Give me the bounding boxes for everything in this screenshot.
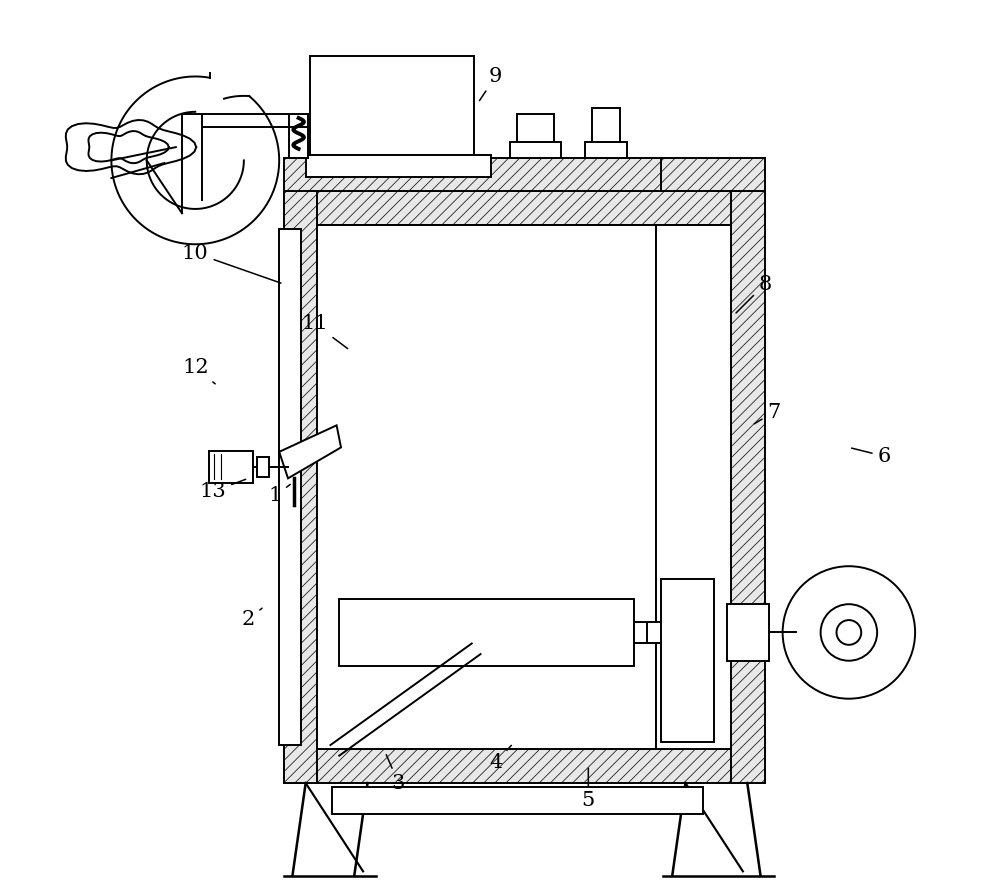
- Text: 5: 5: [582, 768, 595, 810]
- Bar: [284, 158, 665, 191]
- Bar: [661, 579, 714, 742]
- Bar: [634, 622, 650, 643]
- Text: 3: 3: [386, 755, 405, 793]
- Bar: [647, 622, 667, 643]
- Bar: [656, 225, 731, 750]
- Text: 1: 1: [268, 485, 290, 506]
- Bar: [279, 229, 301, 745]
- Circle shape: [837, 620, 861, 645]
- Text: 7: 7: [754, 402, 780, 424]
- Bar: [661, 158, 765, 191]
- Bar: [332, 788, 703, 814]
- Text: 4: 4: [489, 745, 511, 773]
- Bar: [585, 142, 627, 158]
- Text: 10: 10: [182, 244, 281, 284]
- Bar: [317, 225, 731, 750]
- Text: 2: 2: [242, 608, 262, 629]
- Polygon shape: [279, 425, 341, 478]
- Text: 11: 11: [301, 315, 348, 348]
- Bar: [510, 142, 561, 158]
- Text: 6: 6: [852, 447, 891, 466]
- Bar: [289, 113, 308, 158]
- Text: 13: 13: [200, 479, 246, 501]
- Bar: [310, 56, 474, 158]
- Bar: [257, 457, 269, 477]
- Bar: [592, 108, 620, 142]
- Bar: [731, 191, 765, 783]
- Bar: [284, 191, 317, 783]
- Bar: [727, 604, 769, 661]
- Bar: [517, 113, 554, 142]
- Text: 8: 8: [736, 275, 772, 313]
- Text: 9: 9: [479, 67, 502, 101]
- Bar: [209, 451, 253, 483]
- Bar: [339, 599, 634, 665]
- Bar: [306, 155, 491, 177]
- Bar: [284, 191, 765, 225]
- Bar: [317, 225, 656, 750]
- Bar: [284, 750, 765, 783]
- Text: 12: 12: [182, 359, 215, 384]
